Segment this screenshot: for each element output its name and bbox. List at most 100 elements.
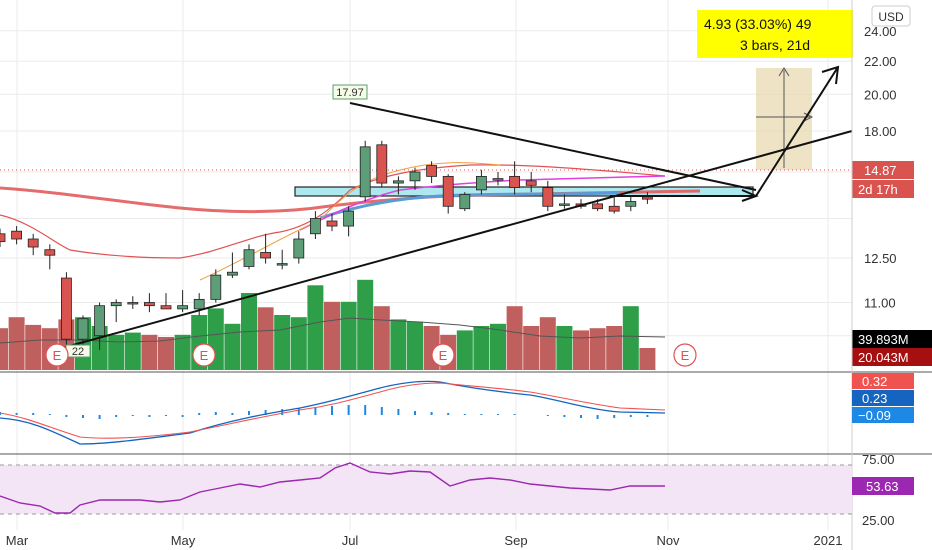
earnings-marker[interactable]: E bbox=[431, 343, 455, 367]
low-label: 22 bbox=[72, 346, 84, 358]
volume-bar bbox=[124, 332, 141, 370]
volume-bar bbox=[622, 306, 639, 370]
rsi-value-tag-text: 53.63 bbox=[866, 479, 899, 494]
candle[interactable] bbox=[492, 172, 504, 186]
time-axis-label: 2021 bbox=[814, 533, 843, 548]
candle[interactable] bbox=[77, 315, 89, 350]
candle[interactable] bbox=[193, 293, 205, 316]
volume-bar bbox=[8, 317, 25, 370]
macd-line bbox=[0, 380, 666, 445]
volume-bar bbox=[357, 279, 374, 370]
last-price-tag-text: 14.87 bbox=[864, 163, 897, 178]
time-axis-label: Mar bbox=[6, 533, 29, 548]
projection-label-box[interactable] bbox=[697, 10, 853, 58]
candle[interactable] bbox=[94, 302, 105, 350]
last-price-tag bbox=[852, 161, 914, 179]
price-axis[interactable] bbox=[852, 0, 932, 550]
candle[interactable] bbox=[160, 293, 172, 310]
candle[interactable] bbox=[426, 161, 438, 184]
volume-bar bbox=[523, 326, 540, 370]
candle[interactable] bbox=[226, 252, 238, 279]
volume-bar bbox=[324, 301, 340, 370]
time-axis[interactable]: Mar May Jul Sep Nov 2021 bbox=[6, 533, 843, 548]
volume-average-line bbox=[0, 317, 666, 344]
volume-bar bbox=[257, 307, 274, 370]
candle[interactable] bbox=[326, 213, 338, 232]
volume-bar bbox=[407, 321, 423, 370]
candle[interactable] bbox=[143, 293, 155, 313]
candle[interactable] bbox=[44, 244, 56, 270]
candle[interactable] bbox=[608, 196, 620, 214]
currency-box[interactable] bbox=[871, 5, 911, 27]
projection-arrowhead bbox=[778, 67, 790, 77]
descending-trendline[interactable] bbox=[349, 102, 757, 191]
volume-bar bbox=[539, 317, 556, 370]
time-axis-label: Sep bbox=[504, 533, 527, 548]
earnings-marker-label: E bbox=[439, 348, 448, 363]
projection-path-arrowhead bbox=[821, 65, 840, 85]
ma-magenta-line bbox=[299, 175, 666, 231]
time-axis-label: May bbox=[171, 533, 196, 548]
candle[interactable] bbox=[293, 231, 305, 264]
volume-bar bbox=[141, 334, 158, 370]
earnings-marker-label: E bbox=[53, 348, 62, 363]
volume-bar bbox=[506, 306, 523, 370]
candle[interactable] bbox=[459, 192, 471, 212]
candle[interactable] bbox=[525, 172, 537, 193]
candle[interactable] bbox=[559, 194, 570, 209]
candle[interactable] bbox=[127, 296, 139, 309]
main-pane[interactable] bbox=[0, 0, 852, 372]
macd-tag-text: 0.32 bbox=[862, 374, 887, 389]
candle[interactable] bbox=[243, 244, 255, 270]
candle[interactable] bbox=[11, 226, 23, 245]
volume-bar bbox=[490, 323, 506, 370]
earnings-marker-label: E bbox=[200, 348, 209, 363]
candle[interactable] bbox=[177, 290, 189, 313]
candle[interactable] bbox=[110, 299, 122, 323]
ascending-trendline[interactable] bbox=[61, 130, 853, 349]
projection-label-line1: 4.93 (33.03%) 49 bbox=[704, 16, 812, 32]
candle[interactable] bbox=[376, 140, 388, 188]
volume-bar bbox=[390, 319, 407, 370]
candle[interactable] bbox=[625, 196, 637, 212]
volume-bar bbox=[290, 317, 307, 370]
earnings-marker[interactable]: E bbox=[673, 343, 697, 367]
candle[interactable] bbox=[409, 167, 421, 190]
candle[interactable] bbox=[0, 228, 6, 248]
hist-tag-text: −0.09 bbox=[858, 408, 891, 423]
candle[interactable] bbox=[210, 269, 222, 303]
candle[interactable] bbox=[392, 176, 404, 195]
earnings-marker-label: E bbox=[681, 348, 690, 363]
candle[interactable] bbox=[442, 174, 454, 214]
ema-fast-line bbox=[0, 164, 666, 259]
countdown-tag bbox=[852, 180, 914, 198]
high-label: 17.97 bbox=[336, 87, 364, 99]
candle[interactable] bbox=[509, 161, 521, 195]
time-axis-label: Nov bbox=[656, 533, 680, 548]
candle[interactable] bbox=[260, 233, 272, 264]
macd-signal-line bbox=[0, 382, 666, 439]
earnings-marker[interactable]: E bbox=[45, 343, 69, 367]
candle[interactable] bbox=[475, 169, 487, 195]
rsi-line bbox=[0, 462, 665, 514]
volume-avg-tag-text: 39.893M bbox=[858, 332, 909, 347]
volume-bar bbox=[606, 326, 623, 370]
volume-bar bbox=[373, 306, 390, 370]
candle[interactable] bbox=[61, 272, 72, 347]
volume-bar bbox=[556, 326, 573, 370]
currency-label: USD bbox=[878, 10, 904, 24]
countdown-tag-text: 2d 17h bbox=[858, 182, 898, 197]
support-zone[interactable] bbox=[294, 186, 754, 197]
candle[interactable] bbox=[359, 140, 371, 202]
candle[interactable] bbox=[343, 206, 355, 237]
candle[interactable] bbox=[309, 211, 321, 240]
earnings-marker[interactable]: E bbox=[192, 343, 216, 367]
candle[interactable] bbox=[27, 233, 39, 256]
candle[interactable] bbox=[276, 249, 288, 270]
candlesticks bbox=[0, 140, 653, 350]
candle[interactable] bbox=[542, 180, 554, 212]
rsi-value-tag bbox=[852, 477, 914, 495]
ma-orange-line bbox=[199, 162, 501, 281]
macd-tag bbox=[852, 373, 914, 389]
